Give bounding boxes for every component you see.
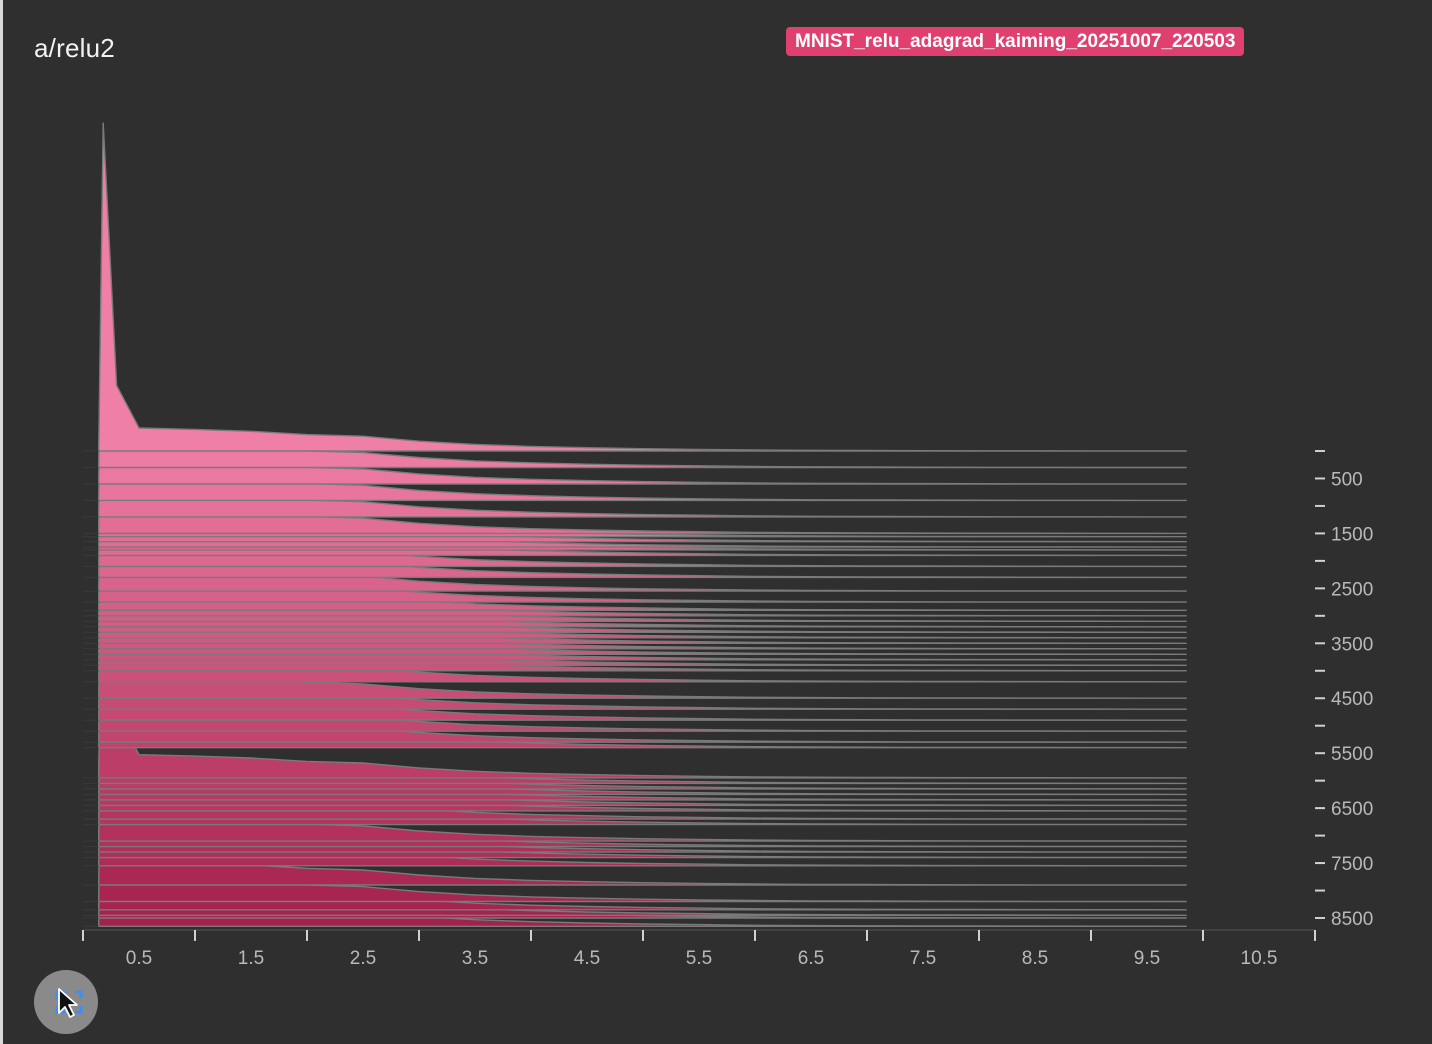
panel-left-border: [0, 0, 3, 1044]
histogram-ridge-step-5950: [98, 446, 1187, 779]
x-tick-label: 1.5: [238, 948, 264, 969]
histogram-ridge-step-0: [98, 122, 1187, 452]
fit-domain-button[interactable]: [34, 970, 98, 1034]
y-tick-label: 2500: [1331, 579, 1373, 600]
y-tick-label: 3500: [1331, 634, 1373, 655]
run-name-chip[interactable]: MNIST_relu_adagrad_kaiming_20251007_2205…: [786, 27, 1245, 56]
histogram-ridge-step-300: [98, 135, 1187, 469]
x-tick-label: 0.5: [126, 948, 152, 969]
card-title: a/relu2: [34, 33, 115, 63]
y-tick-label: 500: [1331, 469, 1363, 490]
x-tick-label: 8.5: [1022, 948, 1048, 969]
x-tick-label: 6.5: [798, 948, 824, 969]
x-tick-label: 3.5: [462, 948, 488, 969]
y-axis-steps: 500 1500 2500 3500 4500 5500 6500 7500 8500: [1315, 450, 1373, 930]
fit-to-domain-icon: [55, 988, 83, 1018]
y-tick-label: 5500: [1331, 744, 1373, 765]
y-tick-label: 6500: [1331, 799, 1373, 820]
x-tick-label: 9.5: [1134, 948, 1160, 969]
x-tick-label: 5.5: [686, 948, 712, 969]
y-tick-label: 4500: [1331, 689, 1373, 710]
histogram-ridges: [83, 122, 1187, 927]
y-tick-label: 7500: [1331, 854, 1373, 875]
x-tick-label: 2.5: [350, 948, 376, 969]
x-tick-label: 7.5: [910, 948, 936, 969]
x-tick-label: 4.5: [574, 948, 600, 969]
x-axis-values: 0.5 1.5 2.5 3.5 4.5 5.5 6.5 7.5 8.5 9.5 10.5: [82, 929, 1316, 969]
x-tick-label: 10.5: [1241, 948, 1278, 969]
y-tick-label: 1500: [1331, 524, 1373, 545]
y-tick-label: 8500: [1331, 909, 1373, 930]
